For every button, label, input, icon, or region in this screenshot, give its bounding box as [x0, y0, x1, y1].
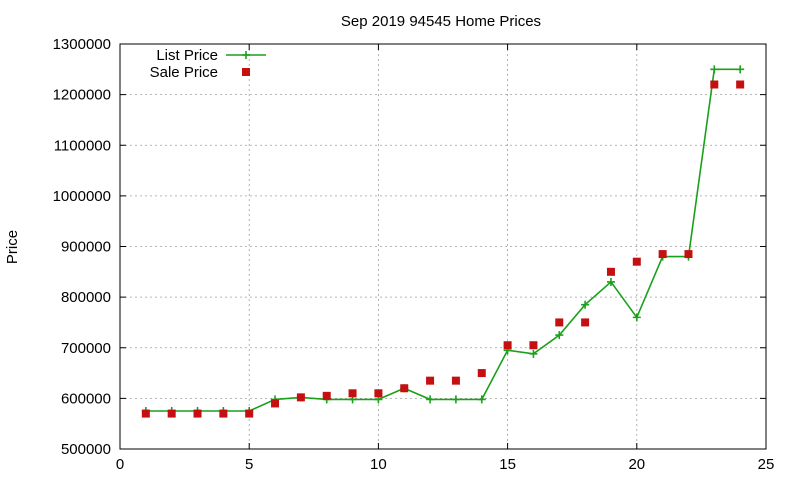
list-price-point: [606, 277, 615, 286]
sale-price-point: [503, 341, 512, 350]
sale-price-point: [606, 267, 615, 276]
x-tick-label: 20: [628, 456, 645, 473]
list-price-point: [529, 349, 538, 358]
x-tick-labels: 0 5 10 15 20 25: [116, 456, 775, 473]
y-tick-label: 600000: [61, 390, 111, 407]
series-sale-price: [141, 80, 745, 418]
y-tick-label: 800000: [61, 289, 111, 306]
y-tick-label: 1300000: [53, 36, 111, 53]
x-tick-label: 5: [245, 456, 253, 473]
list-price-point: [451, 395, 460, 404]
y-tick-label: 900000: [61, 239, 111, 256]
series: [141, 65, 745, 418]
x-tick-label: 15: [499, 456, 516, 473]
x-tick-label: 25: [758, 456, 775, 473]
sale-price-point: [167, 409, 176, 418]
sale-price-point: [245, 409, 254, 418]
sale-price-point: [348, 389, 357, 398]
sale-price-point: [555, 318, 564, 327]
sale-price-point: [736, 80, 745, 89]
sale-price-point: [658, 250, 667, 259]
sale-price-point: [400, 384, 409, 393]
y-tick-label: 1200000: [53, 87, 111, 104]
sale-price-point: [296, 393, 305, 402]
sale-price-point: [581, 318, 590, 327]
y-tick-label: 700000: [61, 340, 111, 357]
list-price-point: [581, 300, 590, 309]
list-price-point: [632, 313, 641, 322]
list-price-line: [145, 68, 741, 412]
sale-price-point: [684, 250, 693, 259]
legend-plus-sample: [242, 51, 250, 59]
legend-label: Sale Price: [150, 64, 218, 81]
sale-price-point: [529, 341, 538, 350]
chart-title: Sep 2019 94545 Home Prices: [341, 13, 541, 30]
sale-price-point: [141, 409, 150, 418]
list-price-point: [710, 65, 719, 74]
sale-price-point: [426, 376, 435, 385]
legend-item-sale-price: Sale Price: [150, 64, 250, 81]
sale-price-point: [632, 257, 641, 266]
sale-price-point: [451, 376, 460, 385]
legend-item-list-price: List Price: [156, 47, 266, 64]
x-tick-label: 10: [370, 456, 387, 473]
y-tick-label: 1100000: [54, 137, 111, 154]
grid: [120, 44, 766, 449]
legend-label: List Price: [156, 47, 218, 64]
list-price-point: [736, 65, 745, 74]
sale-price-point: [271, 399, 280, 408]
sale-price-point: [374, 389, 383, 398]
y-axis-label: Price: [4, 230, 21, 264]
sale-price-point: [193, 409, 202, 418]
sale-price-point: [219, 409, 228, 418]
axes: [119, 43, 767, 450]
x-tick-label: 0: [116, 456, 124, 473]
y-tick-label: 500000: [61, 441, 111, 458]
sale-price-point: [322, 391, 331, 400]
sale-price-point: [477, 369, 486, 378]
legend-square-sample: [242, 68, 250, 76]
y-tick-labels: 500000 600000 700000 800000 900000 1000000 110…: [53, 36, 111, 458]
series-list-price: [141, 65, 745, 416]
sale-price-point: [710, 80, 719, 89]
y-tick-label: 1000000: [53, 188, 111, 205]
plot-border: [119, 43, 767, 450]
list-price-point: [426, 395, 435, 404]
list-price-point: [555, 331, 564, 340]
list-price-point: [477, 395, 486, 404]
